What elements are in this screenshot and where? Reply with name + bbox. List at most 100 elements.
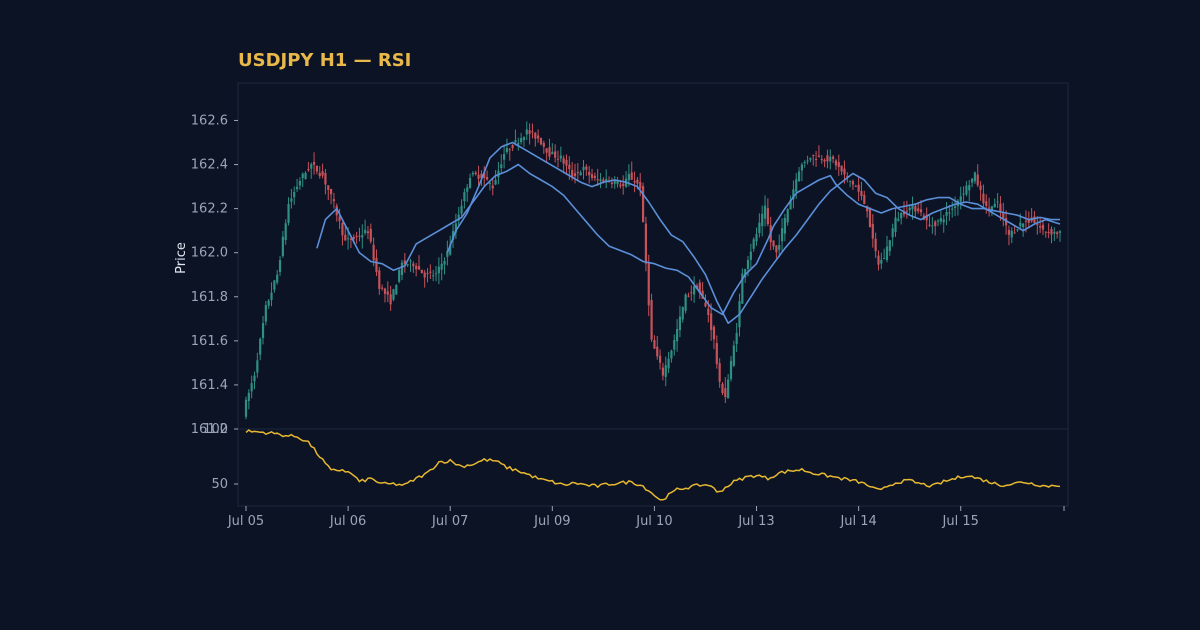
candle (755, 227, 758, 246)
candle (335, 203, 338, 222)
candle (599, 172, 602, 189)
candle-body (1013, 232, 1016, 234)
candle-body (381, 287, 384, 289)
candle-body (843, 168, 846, 175)
candle (1036, 215, 1039, 235)
candle (505, 138, 509, 155)
candle (698, 279, 701, 299)
candle-body (463, 192, 466, 202)
candle (752, 237, 755, 252)
candle (658, 349, 662, 370)
candle-body (315, 165, 319, 172)
candle-body (261, 323, 265, 339)
candle-body (885, 246, 889, 261)
candle (883, 248, 886, 260)
candle-body (562, 158, 565, 164)
candle-body (888, 240, 891, 251)
candle (630, 161, 633, 181)
candle (650, 293, 653, 343)
candle (874, 232, 877, 258)
candle-body (451, 230, 455, 241)
candle (897, 211, 900, 222)
candle-body (690, 292, 693, 294)
candle-body (837, 162, 840, 167)
candle-body (480, 173, 483, 179)
candle-body (520, 138, 523, 143)
candle-body (244, 399, 248, 417)
candle-body (936, 220, 940, 222)
candle (690, 285, 693, 301)
candle (936, 219, 940, 227)
candle (412, 261, 415, 273)
candle (888, 239, 891, 256)
candle-body (710, 313, 713, 330)
candle-body (619, 184, 622, 187)
candle (880, 252, 883, 270)
candle (934, 220, 937, 236)
candle (1039, 217, 1042, 234)
candle-body (849, 180, 852, 182)
candle (562, 155, 565, 174)
candle-body (735, 332, 738, 345)
candle (914, 203, 917, 218)
candle-body (335, 205, 338, 216)
candle-body (718, 363, 721, 382)
candle-body (485, 176, 489, 180)
candle (857, 175, 860, 202)
candle (840, 165, 843, 176)
candle (267, 298, 270, 309)
candle-body (729, 360, 733, 380)
candle (556, 150, 560, 168)
candle (868, 207, 872, 228)
candle-body (284, 223, 287, 241)
candle-body (846, 176, 849, 178)
candle (417, 255, 421, 271)
candle-body (874, 238, 877, 252)
candle-body (295, 186, 299, 190)
candle-body (761, 213, 764, 227)
candle-body (900, 213, 903, 219)
candle (497, 161, 500, 185)
candle (434, 265, 438, 282)
candle (803, 160, 806, 168)
price-axis-label: Price (174, 242, 189, 274)
candle (471, 171, 474, 177)
candle (854, 184, 857, 187)
candle (939, 210, 942, 225)
candle-body (829, 156, 832, 162)
candle-body (389, 294, 392, 305)
candle (440, 253, 443, 281)
candle-body (508, 149, 511, 151)
price-tick-label: 162.0 (191, 246, 228, 261)
candle-body (1016, 229, 1019, 231)
candle-body (483, 172, 486, 178)
candle-body (939, 218, 942, 222)
candle (454, 213, 457, 239)
candle-body (386, 291, 389, 295)
candle (951, 201, 954, 218)
candle-body (925, 214, 928, 221)
candle-body (656, 346, 659, 357)
candle (721, 381, 724, 396)
candle (860, 181, 863, 201)
candle-body (1019, 222, 1022, 227)
candle-body (670, 350, 673, 359)
candle-body (880, 259, 883, 264)
candle (463, 188, 466, 209)
candle-body (454, 223, 457, 233)
candle-body (579, 172, 582, 176)
x-axis-ticks: Jul 05 Jul 06 Jul 07 Jul 09 Jul 10 Jul 13 Jul … (227, 506, 1065, 529)
candle-body (797, 171, 801, 182)
candle-body (883, 258, 886, 260)
candle-body (488, 183, 492, 185)
candle (1005, 210, 1008, 235)
candle-body (905, 210, 908, 212)
candle-body (897, 218, 900, 221)
candle-body (347, 238, 350, 240)
candle (423, 269, 426, 288)
candle (491, 178, 494, 196)
x-tick-label: Jul 15 (942, 514, 979, 529)
rsi-tick-label: 100 (203, 422, 228, 437)
candle (681, 306, 684, 323)
candle-body (928, 224, 931, 226)
